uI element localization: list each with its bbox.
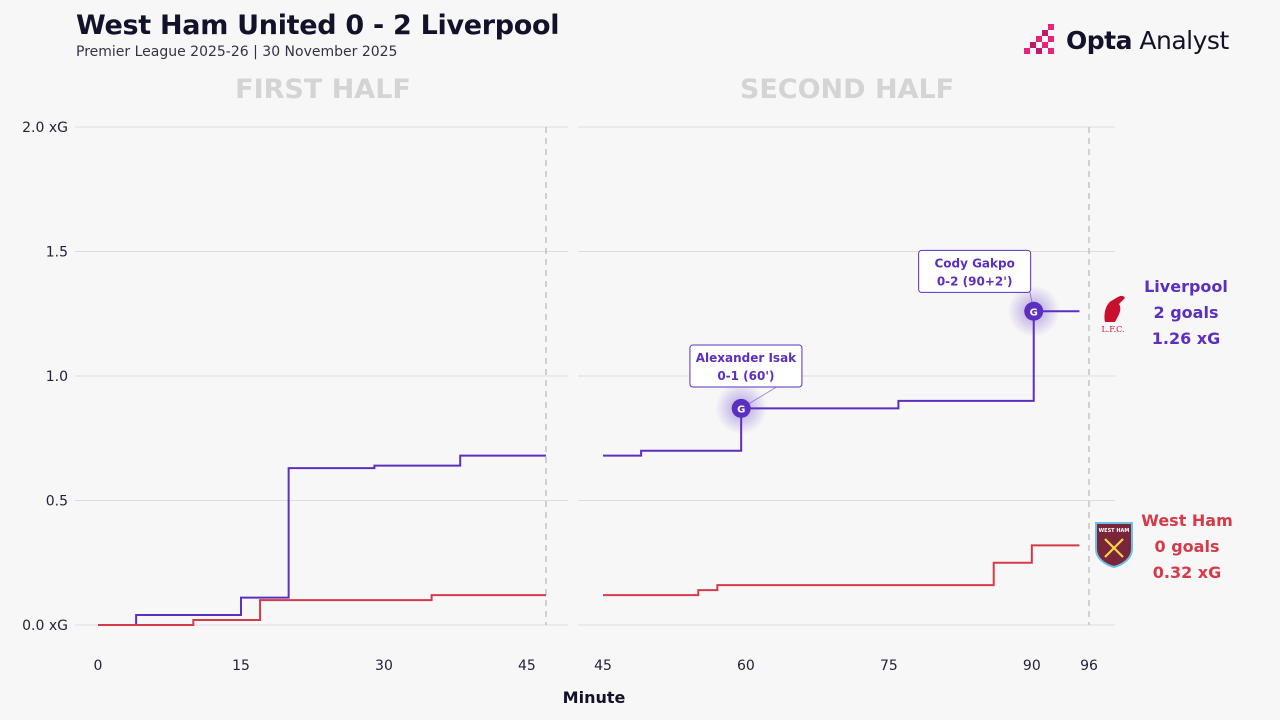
y-tick-label-0: 0.0 xG bbox=[22, 618, 68, 634]
x-tick-label-0-45: 45 bbox=[518, 658, 536, 674]
series-line-westham-1 bbox=[603, 544, 1080, 597]
team-name-westham: West Ham bbox=[1141, 511, 1233, 530]
goal-marker-label-1: G bbox=[1030, 307, 1038, 318]
goal-score-1: 0-2 (90+2') bbox=[937, 274, 1013, 288]
series-line-liverpool-1 bbox=[603, 310, 1080, 457]
westham-crest-text: WEST HAM bbox=[1099, 528, 1130, 534]
y-tick-label-3: 1.5 bbox=[46, 245, 68, 261]
brand-bold: Opta bbox=[1066, 25, 1132, 55]
goal-marker-label-0: G bbox=[737, 404, 745, 415]
goal-annotation-box-1 bbox=[918, 249, 1032, 293]
x-tick-label-0-30: 30 bbox=[375, 658, 393, 674]
x-axis-label: Minute bbox=[563, 688, 626, 707]
chart-subtitle: Premier League 2025-26 | 30 November 202… bbox=[76, 44, 398, 60]
opta-analyst-logo: Opta Analyst bbox=[1024, 20, 1229, 60]
goal-score-0: 0-1 (60') bbox=[717, 369, 774, 383]
goal-annotation-box-0 bbox=[689, 344, 803, 388]
team-xg-westham: 0.32 xG bbox=[1153, 563, 1222, 582]
half-title-0: FIRST HALF bbox=[235, 74, 411, 105]
team-goals-liverpool: 2 goals bbox=[1154, 303, 1219, 322]
goal-marker-0 bbox=[731, 398, 751, 418]
westham-crest-hammer-2 bbox=[1104, 538, 1124, 558]
series-line-liverpool-0 bbox=[98, 454, 546, 626]
x-tick-label-1-75: 75 bbox=[880, 658, 898, 674]
team-name-liverpool: Liverpool bbox=[1144, 277, 1228, 296]
y-tick-label-1: 0.5 bbox=[46, 494, 68, 510]
half-title-1: SECOND HALF bbox=[740, 74, 954, 105]
x-tick-label-0-0: 0 bbox=[94, 658, 103, 674]
x-tick-label-1-96: 96 bbox=[1080, 658, 1098, 674]
team-xg-liverpool: 1.26 xG bbox=[1152, 329, 1221, 348]
goal-scorer-1: Cody Gakpo bbox=[934, 256, 1014, 270]
liverpool-crest-icon bbox=[1104, 295, 1125, 322]
x-tick-label-0-15: 15 bbox=[232, 658, 250, 674]
y-tick-label-2: 1.0 bbox=[46, 369, 68, 385]
x-tick-label-1-60: 60 bbox=[737, 658, 755, 674]
x-tick-label-1-90: 90 bbox=[1023, 658, 1041, 674]
series-line-westham-0 bbox=[98, 594, 546, 626]
team-goals-westham: 0 goals bbox=[1155, 537, 1220, 556]
brand-light: Analyst bbox=[1131, 25, 1229, 55]
opta-logo-icon bbox=[1024, 24, 1054, 54]
goal-scorer-0: Alexander Isak bbox=[696, 351, 797, 365]
chart-title: West Ham United 0 - 2 Liverpool bbox=[76, 10, 560, 41]
x-tick-label-1-45: 45 bbox=[594, 658, 612, 674]
y-tick-label-4: 2.0 xG bbox=[22, 120, 68, 136]
liverpool-crest-text: L.F.C. bbox=[1101, 325, 1124, 334]
goal-marker-1 bbox=[1024, 301, 1044, 321]
